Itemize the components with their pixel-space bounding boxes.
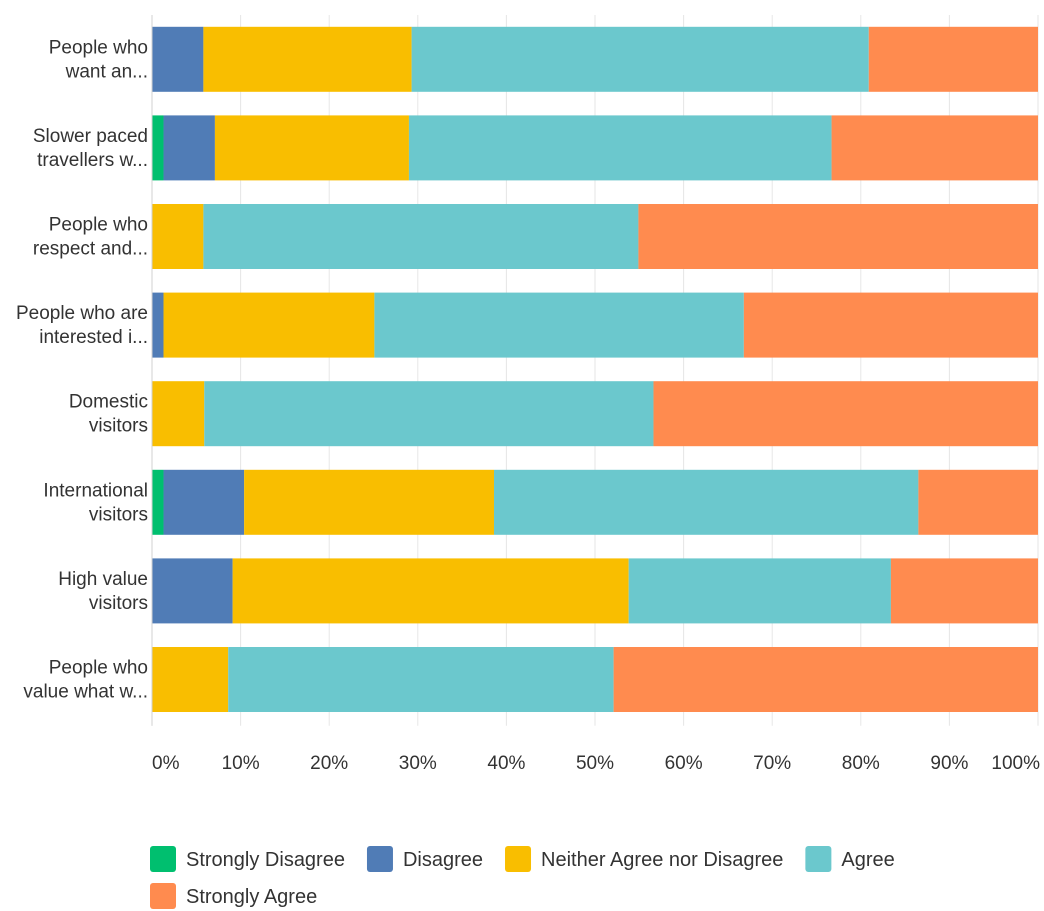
bar-segment-row4-series4 xyxy=(653,381,1038,447)
bar-segment-row0-series1 xyxy=(152,26,204,92)
category-label-2: People who respect and... xyxy=(33,215,148,260)
bar-segment-row4-series2 xyxy=(152,381,205,447)
bar-segment-row0-series2 xyxy=(203,26,412,92)
bar-segment-row1-series4 xyxy=(831,115,1038,181)
x-tick-label-4: 40% xyxy=(487,753,525,774)
x-tick-label-8: 80% xyxy=(842,753,880,774)
legend-swatch-2 xyxy=(505,846,532,872)
bar-segment-row5-series0 xyxy=(152,469,164,535)
x-tick-label-9: 90% xyxy=(930,753,968,774)
bar-segment-row3-series2 xyxy=(163,292,375,358)
category-label-5: International visitors xyxy=(43,480,148,525)
x-tick-label-1: 10% xyxy=(222,753,260,774)
x-tick-label-5: 50% xyxy=(576,753,614,774)
bar-segment-row1-series0 xyxy=(152,115,164,181)
x-tick-label-10: 100% xyxy=(991,753,1040,774)
category-label-7: People who value what w... xyxy=(23,658,148,703)
legend-label-1: Disagree xyxy=(403,849,483,871)
bar-segment-row1-series3 xyxy=(408,115,832,181)
x-tick-label-7: 70% xyxy=(753,753,791,774)
bar-segment-row7-series3 xyxy=(228,647,614,712)
bar-segment-row5-series4 xyxy=(918,469,1038,535)
bar-segment-row3-series3 xyxy=(374,292,744,358)
bar-segment-row5-series1 xyxy=(163,469,245,535)
legend-label-2: Neither Agree nor Disagree xyxy=(541,849,783,871)
legend: Strongly Disagree Disagree Neither Agree n… xyxy=(150,846,895,909)
bar-segment-row0-series4 xyxy=(868,26,1038,92)
bar-segment-row3-series1 xyxy=(152,292,164,358)
legend-swatch-0 xyxy=(150,846,176,872)
x-tick-label-6: 60% xyxy=(665,753,703,774)
legend-swatch-3 xyxy=(805,846,832,872)
bar-segment-row5-series3 xyxy=(494,469,919,535)
bar-segment-row4-series3 xyxy=(204,381,654,447)
bar-segment-row2-series3 xyxy=(203,204,639,269)
category-label-0: People who want an... xyxy=(49,37,148,82)
bar-segment-row3-series4 xyxy=(743,292,1038,358)
bar-segment-row5-series2 xyxy=(244,469,494,535)
category-label-1: Slower paced travellers w... xyxy=(33,126,148,171)
bar-segment-row1-series2 xyxy=(214,115,409,181)
legend-label-4: Strongly Agree xyxy=(186,886,317,908)
legend-swatch-1 xyxy=(366,846,393,872)
bar-segment-row7-series2 xyxy=(152,647,229,712)
category-label-3: People who are interested i... xyxy=(16,303,148,348)
bar-segment-row2-series4 xyxy=(638,204,1038,269)
x-tick-label-3: 30% xyxy=(399,753,437,774)
x-tick-labels: 0% 10% 20% 30% 40% 50% 60% 70% 80% 90% 100% xyxy=(152,753,1040,774)
bar-segment-row7-series4 xyxy=(613,647,1038,712)
bar-segment-row0-series3 xyxy=(411,26,869,92)
category-label-6: High value visitors xyxy=(58,569,148,614)
bar-segment-row6-series3 xyxy=(628,558,891,624)
bar-segment-row6-series2 xyxy=(232,558,629,624)
legend-label-3: Agree xyxy=(841,849,894,871)
x-tick-label-0: 0% xyxy=(152,753,180,774)
category-labels: People who want an... Slower paced travelle… xyxy=(16,37,148,702)
bar-segment-row6-series1 xyxy=(152,558,233,624)
legend-label-0: Strongly Disagree xyxy=(186,849,345,871)
bar-segment-row6-series4 xyxy=(890,558,1038,624)
bars xyxy=(152,26,1038,712)
category-label-4: Domestic visitors xyxy=(69,392,148,437)
x-tick-label-2: 20% xyxy=(310,753,348,774)
bar-segment-row2-series2 xyxy=(152,204,204,269)
bar-segment-row1-series1 xyxy=(163,115,215,181)
legend-swatch-4 xyxy=(150,883,176,909)
